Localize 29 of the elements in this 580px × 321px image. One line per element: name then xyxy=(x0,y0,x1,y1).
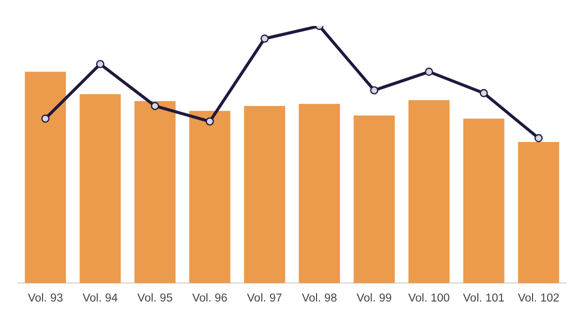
x-tick-label: Vol. 101 xyxy=(463,292,505,304)
bar xyxy=(518,142,560,284)
point xyxy=(534,134,543,142)
point xyxy=(206,117,214,126)
bar xyxy=(24,72,66,284)
x-tick-label: Vol. 102 xyxy=(518,292,560,304)
bar xyxy=(408,100,450,284)
bar xyxy=(189,110,230,284)
bar xyxy=(244,106,286,284)
x-tick-label: Vol. 98 xyxy=(302,292,337,304)
bar xyxy=(463,118,504,284)
x-tick-label: Vol. 100 xyxy=(408,292,450,304)
point xyxy=(150,102,160,110)
point xyxy=(480,89,488,98)
point xyxy=(424,68,434,76)
bar xyxy=(134,101,176,284)
x-tick-label: Vol. 95 xyxy=(137,292,173,304)
x-tick-label: Vol. 94 xyxy=(82,292,118,304)
point xyxy=(96,60,104,68)
x-tick-label: Vol. 99 xyxy=(356,292,392,304)
point xyxy=(260,34,269,43)
point xyxy=(370,86,378,94)
bar xyxy=(354,116,395,284)
x-tick-label: Vol. 93 xyxy=(28,292,63,304)
point xyxy=(41,114,50,123)
bar xyxy=(80,94,121,284)
x-tick-label: Vol. 96 xyxy=(192,292,228,304)
bar xyxy=(298,104,340,284)
x-tick-label: Vol. 97 xyxy=(247,292,282,304)
